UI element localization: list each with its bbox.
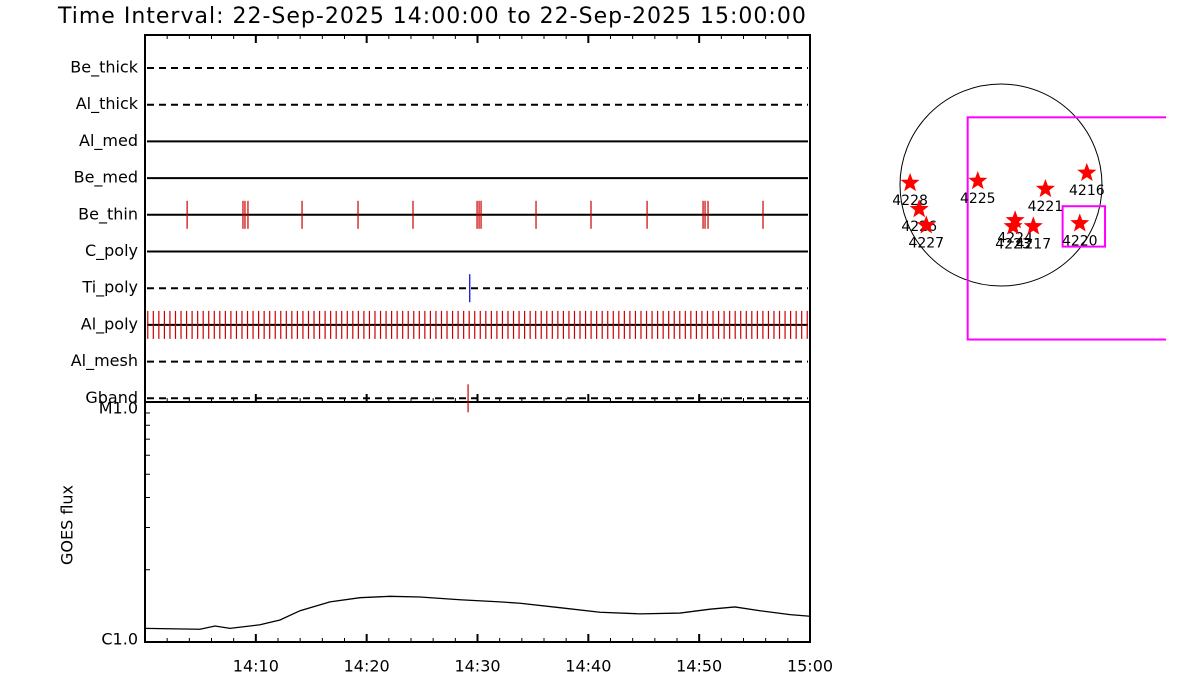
row-label: Gband	[85, 388, 138, 407]
row-label: Al_poly	[81, 314, 138, 334]
active-region-star	[909, 199, 929, 218]
fov-box	[966, 116, 1166, 341]
chart-title: Time Interval: 22-Sep-2025 14:00:00 to 2…	[57, 4, 807, 29]
row-label: Al_mesh	[71, 351, 138, 371]
active-region-label: 4216	[1069, 183, 1105, 199]
active-region-star	[1005, 210, 1025, 229]
active-region-label: 4224	[997, 230, 1033, 246]
row-label: Ti_poly	[81, 278, 138, 298]
row-label: C_poly	[85, 241, 138, 261]
active-region-star	[1077, 162, 1097, 181]
y-tick-label: C1.0	[101, 630, 138, 649]
x-tick-label: 15:00	[787, 657, 833, 676]
x-tick-label: 14:30	[454, 657, 500, 676]
active-region-star	[1070, 213, 1090, 232]
active-region-label: 4225	[960, 191, 996, 207]
fov-box	[1061, 205, 1107, 248]
x-tick-label: 14:20	[344, 657, 390, 676]
active-region-star	[968, 171, 988, 190]
active-region-label: 4217	[1015, 236, 1051, 252]
row-label: Be_thin	[78, 204, 138, 224]
y-tick-label: M1.0	[99, 399, 138, 418]
active-region-star	[1035, 179, 1055, 198]
active-region-star	[1023, 216, 1043, 235]
active-region-label: 4220	[1062, 233, 1098, 249]
solar-limb	[899, 83, 1103, 287]
row-label: Be_med	[74, 168, 138, 188]
active-region-star	[1003, 216, 1023, 235]
row-label: Al_med	[79, 131, 138, 151]
x-tick-label: 14:40	[565, 657, 611, 676]
flux-line	[144, 595, 811, 630]
active-region-star	[900, 173, 920, 192]
active-region-star	[916, 215, 936, 234]
row-label: Al_thick	[76, 94, 139, 114]
row-label: Be_thick	[70, 58, 138, 78]
y-axis-label: GOES flux	[58, 485, 77, 565]
x-tick-label: 14:10	[233, 657, 279, 676]
goes-frame	[144, 401, 811, 643]
active-region-label: 4221	[1028, 199, 1064, 215]
active-region-label: 4227	[908, 235, 944, 251]
active-region-label: 4223	[995, 236, 1031, 252]
x-tick-label: 14:50	[676, 657, 722, 676]
